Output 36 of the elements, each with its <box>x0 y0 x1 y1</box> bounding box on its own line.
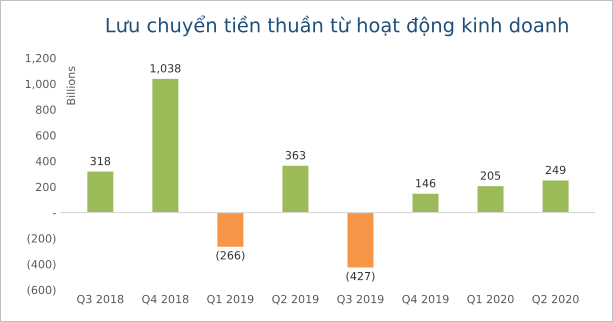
y-tick-label: (400) <box>28 260 56 270</box>
x-tick-label: Q4 2018 <box>142 294 188 305</box>
bar <box>282 166 308 213</box>
y-tick-label: 1,200 <box>26 54 56 64</box>
y-tick-label: (200) <box>28 234 56 244</box>
y-tick-label: 800 <box>36 105 56 114</box>
bar <box>542 180 569 213</box>
data-label: 363 <box>286 151 306 160</box>
y-tick-label: 400 <box>36 156 56 166</box>
bar <box>478 186 504 213</box>
chart-title: Lưu chuyển tiền thuần từ hoạt động kinh doanh <box>106 15 568 36</box>
x-tick-label: Q4 2019 <box>402 294 449 305</box>
data-label: 146 <box>416 178 436 188</box>
data-label: 318 <box>90 156 110 166</box>
data-label: (266) <box>216 250 244 261</box>
x-tick-label: Q3 2019 <box>337 294 384 305</box>
y-tick-label: - <box>52 213 56 214</box>
data-label: 205 <box>480 171 500 180</box>
bar <box>217 212 244 247</box>
x-tick-label: Q1 2020 <box>467 294 514 305</box>
bar <box>152 78 178 213</box>
bar <box>347 212 374 268</box>
data-label: 1,038 <box>150 64 181 74</box>
bar <box>87 172 114 213</box>
y-tick-label: (600) <box>28 286 56 296</box>
y-tick-label: 1,000 <box>26 80 56 90</box>
y-tick-label: 600 <box>36 131 56 140</box>
data-label: 249 <box>546 166 566 174</box>
x-tick-label: Q3 2018 <box>77 294 124 305</box>
y-axis-title: Billions <box>66 66 76 104</box>
x-tick-label: Q1 2019 <box>207 294 254 305</box>
x-tick-label: Q2 2019 <box>272 294 318 305</box>
y-tick-label: 200 <box>36 182 56 192</box>
data-label: (427) <box>346 272 374 282</box>
bar <box>412 194 439 213</box>
x-tick-label: Q2 2020 <box>532 294 579 305</box>
